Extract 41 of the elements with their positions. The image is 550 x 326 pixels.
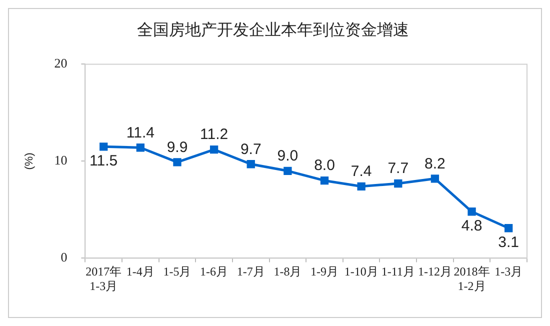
point xyxy=(468,208,476,216)
point xyxy=(430,174,440,183)
chart-title: 全国房地产开发企业本年到位资金增速 xyxy=(137,21,409,40)
x-tick-label: 1-11月 xyxy=(381,264,415,279)
x-tick-label: 1-12月 xyxy=(418,264,452,279)
point xyxy=(284,166,292,175)
x-tick-label: 1-6月 xyxy=(200,264,228,279)
x-tick-label: 1-4月 xyxy=(126,264,154,279)
x-tick-label: 1-9月 xyxy=(310,264,339,279)
y-tick-label: 10 xyxy=(54,152,68,168)
y-tick-label: 20 xyxy=(54,56,68,71)
x-tick-label: 1-7月 xyxy=(236,264,265,279)
y-tick-label: 0 xyxy=(60,250,68,265)
data-label: 11.4 xyxy=(126,124,154,142)
point xyxy=(210,145,218,154)
point xyxy=(320,176,329,185)
data-label: 3.1 xyxy=(498,234,520,251)
x-tick-label: 1-10月 xyxy=(344,264,378,279)
x-tick-label: 2017年 1-3月 xyxy=(86,264,122,293)
data-label: 7.4 xyxy=(350,163,372,180)
y-axis-title: (%) xyxy=(24,152,36,170)
data-label: 9.9 xyxy=(166,138,188,156)
data-label: 8.2 xyxy=(424,155,446,172)
point xyxy=(504,224,513,232)
point xyxy=(357,182,366,190)
data-label: 4.8 xyxy=(461,217,482,234)
data-label: 9.7 xyxy=(240,140,262,158)
x-tick-label: 1-3月 xyxy=(494,264,523,279)
data-label: 8.0 xyxy=(314,157,335,174)
point xyxy=(394,179,402,188)
data-label: 7.7 xyxy=(388,160,409,178)
point xyxy=(246,160,255,168)
point xyxy=(100,142,108,151)
data-label: 11.5 xyxy=(90,152,118,170)
x-tick-label: 1-8月 xyxy=(274,264,302,279)
data-label: 9.0 xyxy=(277,148,298,165)
data-label: 11.2 xyxy=(200,126,228,144)
point xyxy=(173,158,182,166)
x-tick-label: 1-5月 xyxy=(163,264,192,279)
point xyxy=(136,144,145,152)
x-tick-label: 2018年 1-2月 xyxy=(454,264,490,293)
